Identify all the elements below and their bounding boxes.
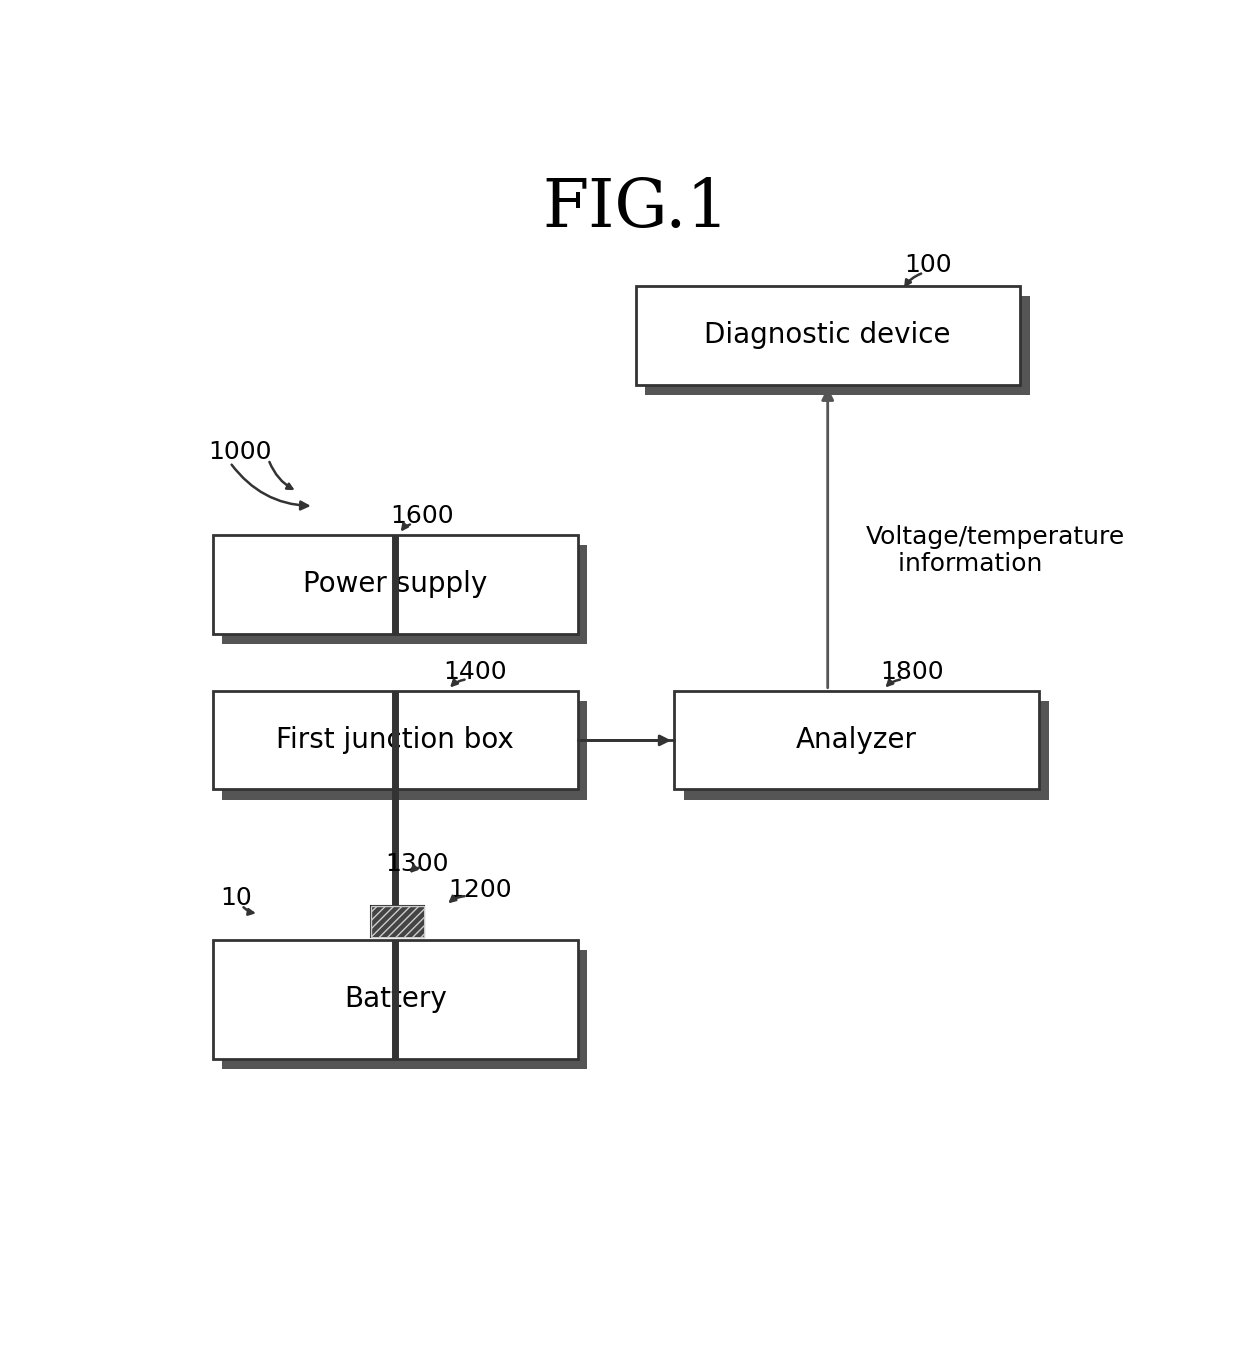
Bar (371, 907, 424, 938)
Text: Diagnostic device: Diagnostic device (704, 322, 951, 349)
Bar (213, 691, 578, 789)
Text: 1800: 1800 (880, 660, 944, 684)
Text: 1400: 1400 (444, 660, 507, 684)
Text: 10: 10 (221, 886, 252, 911)
Bar (213, 940, 578, 1059)
Text: Battery: Battery (343, 985, 446, 1013)
Bar (213, 535, 578, 633)
Text: 1300: 1300 (386, 851, 449, 876)
Text: Power supply: Power supply (303, 570, 487, 598)
Text: FIG.1: FIG.1 (542, 175, 729, 241)
Text: Analyzer: Analyzer (796, 726, 918, 754)
Bar (683, 700, 1049, 800)
Text: 100: 100 (905, 253, 952, 277)
Bar (645, 296, 1029, 395)
Bar (371, 907, 424, 938)
Text: First junction box: First junction box (277, 726, 515, 754)
Text: 1600: 1600 (391, 504, 454, 528)
Text: 1200: 1200 (448, 878, 512, 901)
Text: Voltage/temperature
    information: Voltage/temperature information (866, 525, 1126, 577)
Bar (222, 950, 588, 1070)
Bar (222, 546, 588, 644)
Text: 1000: 1000 (208, 440, 272, 465)
Bar (675, 691, 1039, 789)
Bar (222, 700, 588, 800)
Bar (635, 286, 1021, 385)
